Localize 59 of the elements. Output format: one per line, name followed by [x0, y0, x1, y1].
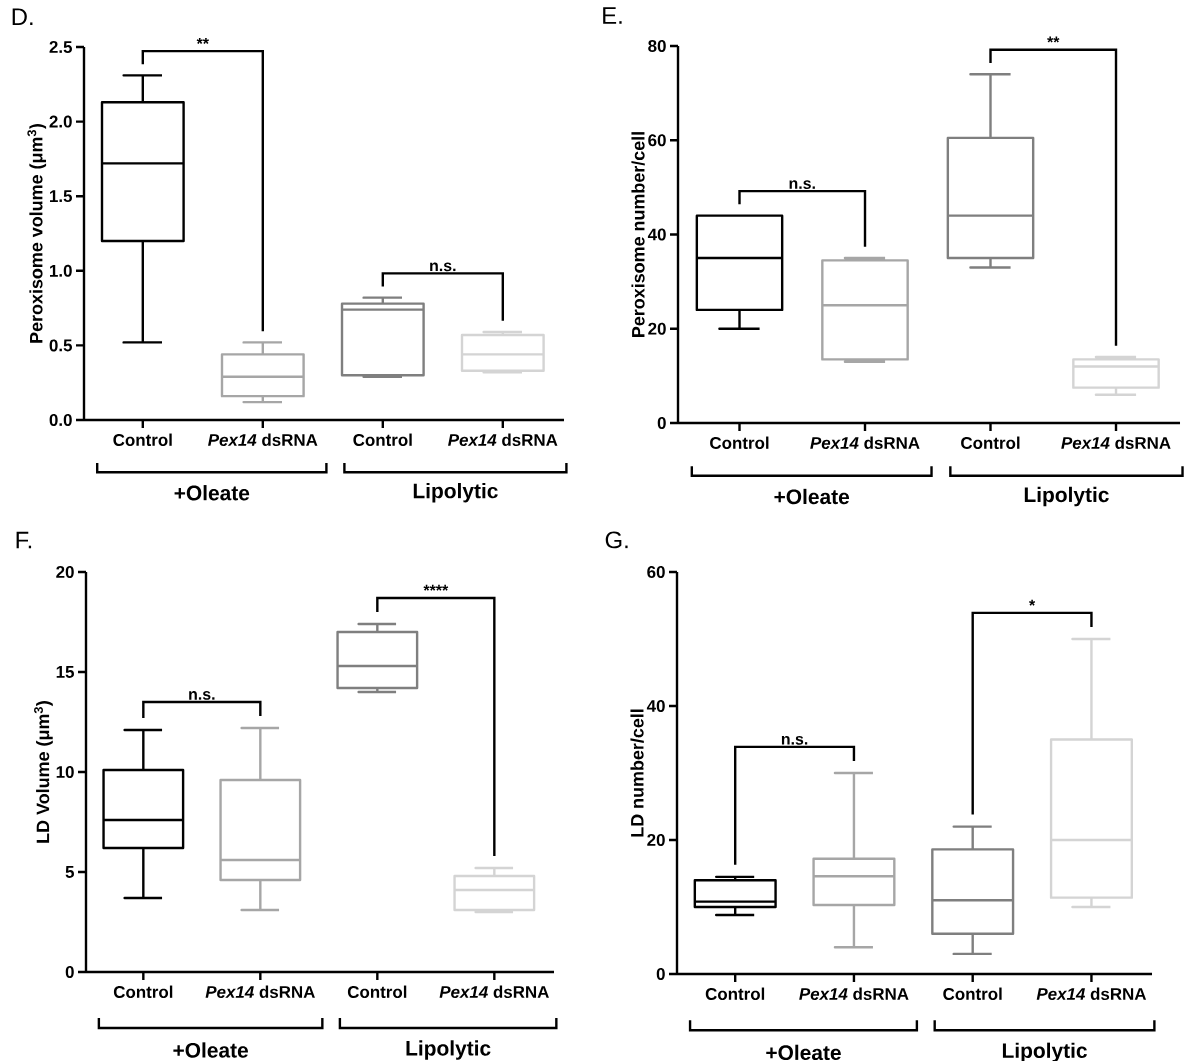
y-tick-label: 60 [648, 134, 666, 147]
annotation: n.s. [189, 691, 215, 700]
y-tick-label: 15 [56, 666, 75, 678]
y-tick-label: 1.5 [50, 190, 73, 203]
text: Lipolytic [1024, 486, 1109, 507]
text: ** [196, 37, 209, 44]
y-tick-label: 5 [65, 866, 75, 878]
x-tick-label: Pex14 dsRNA [448, 433, 558, 446]
chart-title: E. [603, 7, 622, 24]
annotation: n.s. [789, 180, 815, 189]
text: ** [1047, 36, 1060, 43]
x-tick-label: Pex14 dsRNA [439, 985, 549, 998]
y-axis-title: Peroxisome volume (μm$^{3}$) [27, 124, 47, 343]
x-tick-label: Pex14 dsRNA [1061, 436, 1171, 449]
y-axis-title: LD Volume (μm$^{3}$) [34, 701, 53, 843]
chart-title: F. [16, 531, 32, 549]
text: Lipolytic [413, 482, 498, 503]
y-axis-title: Peroxisome number/cell [631, 132, 645, 337]
x-tick-label: Pex14 dsRNA [205, 985, 315, 998]
x-tick-label: Control [943, 987, 1002, 1000]
x-tick-label: Control [710, 436, 769, 449]
y-tick-label: 0.0 [49, 414, 72, 427]
y-tick-label: 2.5 [49, 41, 73, 53]
chart-title: D. [12, 8, 33, 25]
x-tick-label: Pex14 dsRNA [799, 987, 909, 1000]
y-tick-label: 0 [65, 966, 74, 979]
y-axis-title: LD number/cell [630, 709, 644, 837]
y-tick-label: 80 [648, 40, 666, 52]
text: +Oleate [174, 485, 250, 501]
y-tick-label: 20 [648, 322, 666, 335]
y-tick-label: 10 [56, 766, 74, 779]
x-tick-label: Control [353, 433, 412, 446]
y-tick-label: 20 [56, 566, 74, 579]
annotation: n.s. [430, 262, 456, 272]
x-tick-label: Pex14 dsRNA [810, 436, 920, 449]
y-tick-label: 0.5 [49, 339, 73, 352]
text: +Oleate [766, 1044, 841, 1061]
annotation: n.s. [781, 735, 808, 745]
y-tick-label: 60 [647, 566, 665, 579]
y-tick-label: 40 [646, 700, 665, 713]
x-tick-label: Control [113, 433, 172, 446]
y-tick-label: 0 [657, 417, 666, 429]
x-tick-label: Pex14 dsRNA [1036, 987, 1147, 1000]
x-tick-label: Pex14 dsRNA [208, 433, 318, 446]
text: Lipolytic [406, 1040, 491, 1060]
y-tick-label: 0 [656, 968, 665, 981]
text: +Oleate [173, 1042, 248, 1058]
x-tick-label: Control [705, 987, 765, 1000]
y-tick-label: 1.0 [50, 264, 72, 277]
text: +Oleate [774, 488, 850, 505]
y-tick-label: 20 [647, 834, 665, 847]
x-tick-label: Control [961, 436, 1020, 449]
annotation: * [1029, 599, 1036, 606]
chart-title: G. [605, 531, 628, 549]
y-tick-label: 40 [647, 228, 666, 241]
y-tick-label: 2.0 [49, 115, 72, 128]
annotation: **** [423, 584, 449, 591]
x-tick-label: Control [113, 985, 173, 998]
x-tick-label: Control [347, 985, 407, 998]
